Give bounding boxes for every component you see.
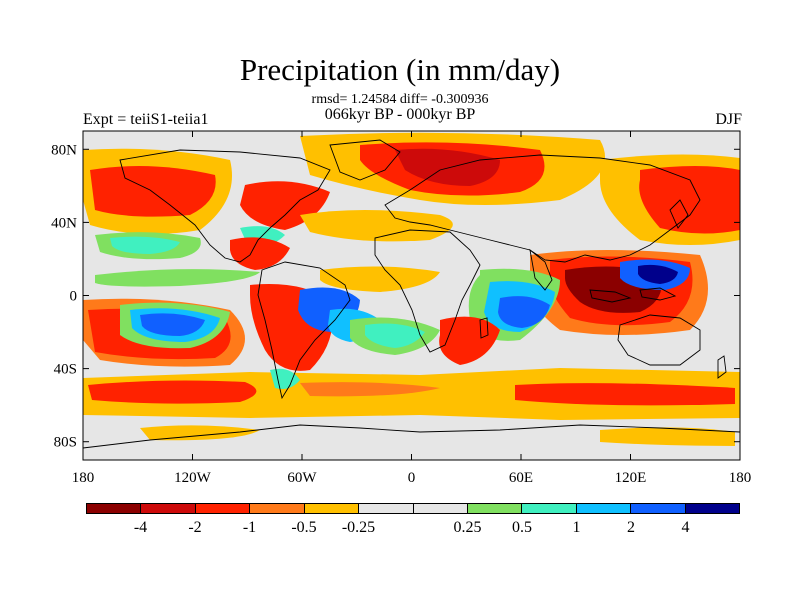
colorbar xyxy=(86,503,740,514)
anomaly-southern-orange-band-2 xyxy=(300,382,440,397)
anomaly-southern-red-band-west xyxy=(88,380,257,404)
anomaly-east-asia-red xyxy=(639,166,740,234)
colorbar-swatch xyxy=(195,504,251,513)
lon-label: 60W xyxy=(287,470,317,486)
anomaly-west-pacific-navy xyxy=(638,264,678,284)
map-field xyxy=(83,131,740,460)
anomaly-indian-blue xyxy=(498,296,550,328)
anomaly-sw-indian-red xyxy=(439,316,500,365)
rmsd-diff-stats: rmsd= 1.24584 diff= -0.300936 xyxy=(311,92,489,107)
anomaly-north-pacific-red xyxy=(90,166,216,217)
colorbar-label: -0.5 xyxy=(291,519,317,536)
coastline-japan xyxy=(669,199,689,229)
colorbar-label: -2 xyxy=(188,519,202,536)
anomaly-pac-green-band xyxy=(95,269,260,287)
anomaly-patagonia-cyan xyxy=(270,368,300,389)
coastline-antarctica xyxy=(82,424,741,449)
period-label: 066kyr BP - 000kyr BP xyxy=(324,106,476,123)
colorbar-swatch xyxy=(413,504,468,513)
coastline-africa xyxy=(374,229,481,353)
coastline-north-america xyxy=(119,149,331,263)
colorbar-label: -0.25 xyxy=(341,519,376,536)
longitude-labels: 180 120W 60W 0 60E 120E 180 xyxy=(72,470,752,486)
colorbar-swatch xyxy=(359,504,414,513)
colorbar-swatch xyxy=(576,504,632,513)
lat-label: 80N xyxy=(51,142,77,158)
lat-label: 80S xyxy=(54,435,77,451)
lat-label: 40N xyxy=(51,215,77,231)
coastline-south-america xyxy=(257,261,351,400)
axis-ticks xyxy=(82,131,741,460)
experiment-label: Expt = teiiS1-teiia1 xyxy=(83,111,209,128)
colorbar-label: 0.25 xyxy=(453,519,482,536)
season-label: DJF xyxy=(715,111,742,128)
colorbar-label: 1 xyxy=(572,519,581,536)
coastline-madagascar xyxy=(479,317,489,339)
coastline-indonesia xyxy=(589,287,677,303)
colorbar-swatch xyxy=(304,504,360,513)
colorbar-label: 2 xyxy=(627,519,635,536)
colorbar-swatch xyxy=(250,504,305,513)
coastline-india xyxy=(529,248,553,291)
anomaly-atlantic-orange xyxy=(300,210,453,242)
colorbar-swatch xyxy=(87,504,142,513)
anomaly-arctic-darkred xyxy=(395,148,500,186)
colorbar-label: 0.5 xyxy=(512,519,532,536)
lon-label: 60E xyxy=(509,470,533,486)
anomaly-central-am-red xyxy=(230,237,290,270)
anomaly-sp-blue xyxy=(140,313,205,336)
lon-label: 180 xyxy=(729,470,752,486)
latitude-labels: 80N 40N 0 40S 80S xyxy=(51,142,77,450)
plot-title: Precipitation (in mm/day) xyxy=(239,52,561,87)
coastline-australia xyxy=(617,314,701,366)
lon-label: 120W xyxy=(174,470,212,486)
anomaly-southern-orange-band xyxy=(83,368,740,420)
coastline-new-zealand xyxy=(717,355,727,379)
colorbar-label: 4 xyxy=(681,519,690,536)
colorbar-swatch xyxy=(631,504,686,513)
colorbar-swatch xyxy=(685,504,740,513)
lat-label: 0 xyxy=(70,289,78,305)
colorbar-swatch xyxy=(141,504,196,513)
anomaly-equatorial-atl-orange xyxy=(320,266,440,292)
coastline-greenland xyxy=(329,139,401,181)
colorbar-swatch xyxy=(467,504,523,513)
colorbar-label: -1 xyxy=(242,519,257,536)
colorbar-swatch xyxy=(522,504,577,513)
anomaly-satlantic-cyan xyxy=(365,323,425,348)
colorbar-label: -4 xyxy=(133,519,148,536)
coastline-eurasia xyxy=(384,154,701,263)
lon-label: 180 xyxy=(72,470,95,486)
lon-label: 0 xyxy=(408,470,416,486)
lon-label: 120E xyxy=(615,470,647,486)
anomaly-na-cyan xyxy=(110,236,180,254)
anomaly-southern-red-band-east xyxy=(515,383,735,406)
coastlines xyxy=(82,139,741,449)
lat-label: 40S xyxy=(54,362,77,378)
anomaly-antarctic-orange xyxy=(140,425,260,441)
anomaly-antarctic-orange-east xyxy=(600,427,735,446)
